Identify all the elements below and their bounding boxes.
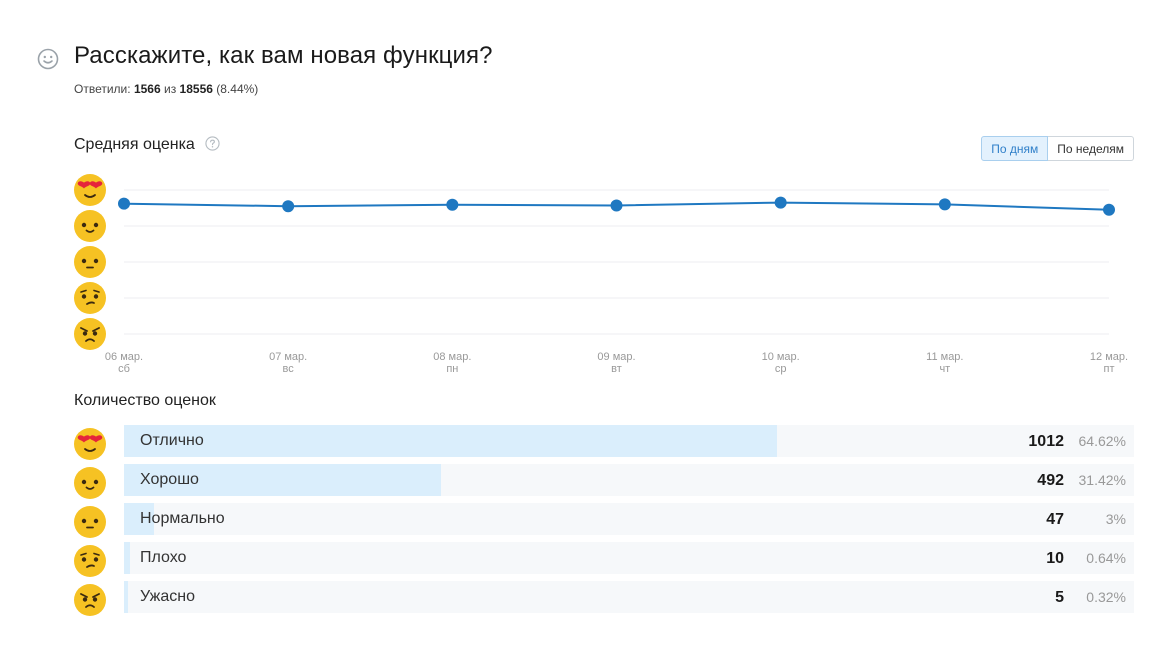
page-title: Расскажите, как вам новая функция? xyxy=(74,42,493,69)
by-days-button[interactable]: По дням xyxy=(981,136,1049,161)
bar-count: 1012 xyxy=(1028,433,1064,450)
data-point[interactable] xyxy=(610,199,623,212)
unamused-emoji-icon xyxy=(74,545,106,577)
average-rating-title: Средняя оценка xyxy=(74,136,220,154)
x-tick-date: 12 мар. xyxy=(1090,351,1128,363)
x-tick-date: 08 мар. xyxy=(433,351,471,363)
bar-percent: 0.64% xyxy=(1086,550,1126,566)
bar-percent: 64.62% xyxy=(1078,433,1126,449)
bar-count: 10 xyxy=(1046,550,1064,567)
unamused-emoji-icon xyxy=(74,282,106,314)
bar-fill xyxy=(124,581,128,613)
bar-fill xyxy=(124,425,777,457)
rating-bar-row: Нормально 47 3% xyxy=(74,503,1134,538)
bar-percent: 31.42% xyxy=(1078,472,1126,488)
bar-percent: 3% xyxy=(1105,511,1126,527)
bar-count: 492 xyxy=(1037,472,1064,489)
rating-bar-row: Плохо 10 0.64% xyxy=(74,542,1134,577)
rating-bar-row: Отлично 1012 64.62% xyxy=(74,425,1134,460)
bar-label: Хорошо xyxy=(140,471,199,488)
data-point[interactable] xyxy=(774,196,787,209)
x-tick-date: 10 мар. xyxy=(762,351,800,363)
data-point[interactable] xyxy=(118,197,130,210)
bar-track: Ужасно 5 0.32% xyxy=(124,581,1134,613)
rating-bar-row: Ужасно 5 0.32% xyxy=(74,581,1134,616)
bar-count: 47 xyxy=(1046,511,1064,528)
rating-bar-row: Хорошо 492 31.42% xyxy=(74,464,1134,499)
data-point[interactable] xyxy=(938,198,951,211)
data-point[interactable] xyxy=(1103,203,1115,216)
x-tick-weekday: вс xyxy=(283,363,295,375)
bar-label: Плохо xyxy=(140,549,187,566)
bar-label: Ужасно xyxy=(140,588,195,605)
x-tick-date: 09 мар. xyxy=(597,351,635,363)
neutral-emoji-icon xyxy=(74,246,106,278)
x-tick-weekday: вт xyxy=(611,363,622,375)
angry-emoji-icon xyxy=(74,584,106,616)
bar-track: Плохо 10 0.64% xyxy=(124,542,1134,574)
data-point[interactable] xyxy=(282,200,295,213)
bar-fill xyxy=(124,542,131,574)
smile-outline-icon xyxy=(37,48,59,70)
average-rating-label: Средняя оценка xyxy=(74,136,195,153)
bar-fill xyxy=(124,503,155,535)
of-label: из xyxy=(163,82,177,96)
answered-count: 1566 xyxy=(133,82,161,96)
smile-emoji-icon xyxy=(74,467,106,499)
angry-emoji-icon xyxy=(74,318,106,350)
x-tick-weekday: ср xyxy=(775,363,787,375)
response-summary: Ответили: 1566 из 18556 (8.44%) xyxy=(74,82,258,96)
bar-label: Нормально xyxy=(140,510,225,527)
smile-emoji-icon xyxy=(74,210,106,242)
answered-percent: (8.44%) xyxy=(216,82,259,96)
heart-eyes-emoji-icon xyxy=(74,428,106,460)
rating-count-title: Количество оценок xyxy=(74,392,216,409)
bar-fill xyxy=(124,464,442,496)
x-tick-date: 11 мар. xyxy=(926,351,963,363)
bar-percent: 0.32% xyxy=(1086,589,1126,605)
x-tick-weekday: чт xyxy=(939,363,950,375)
period-toggle: По дням По неделям xyxy=(981,136,1134,161)
x-tick-date: 07 мар. xyxy=(269,351,307,363)
bar-count: 5 xyxy=(1055,589,1064,606)
heart-eyes-emoji-icon xyxy=(74,174,106,206)
x-tick-weekday: пт xyxy=(1104,363,1115,375)
neutral-emoji-icon xyxy=(74,506,106,538)
bar-track: Нормально 47 3% xyxy=(124,503,1134,535)
x-tick-weekday: сб xyxy=(118,363,130,375)
bar-label: Отлично xyxy=(140,432,204,449)
data-point[interactable] xyxy=(446,198,459,211)
bar-track: Хорошо 492 31.42% xyxy=(124,464,1134,496)
x-tick-weekday: пн xyxy=(446,363,458,375)
bar-track: Отлично 1012 64.62% xyxy=(124,425,1134,457)
by-weeks-button[interactable]: По неделям xyxy=(1048,136,1134,161)
question-circle-icon[interactable] xyxy=(205,136,220,151)
x-tick-date: 06 мар. xyxy=(105,351,143,363)
answered-label: Ответили: xyxy=(74,82,131,96)
average-rating-chart: 06 мар.сб 07 мар.вс 08 мар.пн 09 мар.вт 10 м… xyxy=(74,174,1128,375)
total-count: 18556 xyxy=(179,82,213,96)
